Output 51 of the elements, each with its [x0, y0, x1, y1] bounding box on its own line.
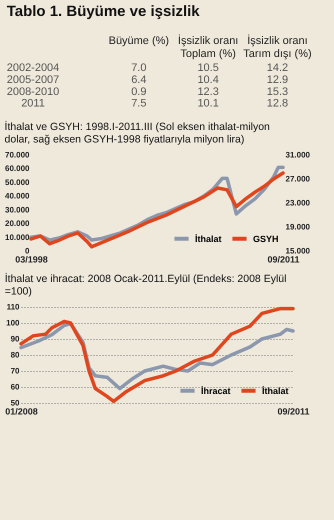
x-tick-label: 01/2008 — [5, 406, 38, 416]
data-label: 7.0 — [131, 62, 146, 74]
legend-label: İthalat — [195, 233, 222, 244]
y-tick-label: 50.000 — [5, 178, 30, 187]
x-tick-label: 09/2011 — [267, 254, 300, 264]
line-series — [19, 306, 295, 403]
data-label: 12.9 — [266, 74, 288, 86]
y-tick-label: 20.000 — [5, 218, 30, 228]
category-label: 2008-2010 — [6, 86, 60, 98]
data-label: 12.3 — [197, 86, 219, 98]
y2-tick-label: 27.000 — [286, 174, 311, 184]
y-tick-label: 0 — [25, 246, 30, 256]
legend-label: İthalat — [262, 385, 289, 396]
text: İşsizlik oranı Tarım dışı (%) — [243, 34, 312, 60]
y2-tick-label: 23.000 — [286, 198, 311, 208]
chart-title: İthalat ve ihracat: 2008 Ocak-2011.Eylül (Endeks: 2008 Eylül =100) — [4, 272, 286, 298]
y-tick-label: 60 — [10, 382, 20, 392]
x-tick-label: 03/1998 — [15, 254, 48, 264]
y-tick-label: 80 — [10, 350, 20, 360]
y-tick-label: 110 — [6, 302, 20, 312]
y2-tick-label: 31.000 — [286, 150, 311, 160]
y-tick-label: 40.000 — [5, 191, 30, 200]
y-tick-label: 70 — [10, 366, 20, 376]
y-tick-label: 10.000 — [5, 232, 30, 242]
category-label: 2005-2007 — [6, 74, 60, 86]
data-label: 7.5 — [131, 98, 146, 110]
y-tick-label: 70.000 — [5, 150, 30, 160]
y2-tick-label: 19.000 — [286, 222, 311, 232]
data-label: 0.9 — [131, 86, 146, 98]
data-label: 12.8 — [266, 98, 288, 110]
category-label: 2011 — [21, 98, 45, 110]
data-label: 6.4 — [131, 74, 146, 86]
x-tick-label: 09/2011 — [277, 406, 310, 416]
y-tick-label: 60.000 — [5, 164, 30, 173]
data-label: 10.4 — [197, 74, 219, 86]
y-tick-label: 100 — [6, 318, 20, 328]
y-tick-label: 90 — [10, 334, 20, 344]
data-label: 10.5 — [197, 62, 219, 74]
data-label: 10.1 — [197, 98, 219, 110]
text: İşsizlik oranı Toplam (%) — [178, 34, 238, 60]
category-label: 2002-2004 — [6, 62, 60, 74]
data-label: 14.2 — [266, 62, 288, 74]
chart-title: İthalat ve GSYH: 1998.I-2011.III (Sol eksen ithalat-milyon dolar, sağ eksen GSYH-1998 fiyatlarıyla milyon lira) — [4, 120, 270, 146]
y-tick-label: 50 — [10, 398, 20, 408]
data-label: 15.3 — [266, 86, 288, 98]
legend-label: GSYH — [253, 233, 279, 244]
legend-label: İhracat — [201, 385, 231, 396]
series-label: Büyüme (%) — [108, 34, 170, 47]
y-tick-label: 30.000 — [5, 204, 30, 214]
text: Tablo 1. Büyüme ve işsizlik — [6, 3, 200, 20]
y2-tick-label: 15.000 — [286, 246, 311, 256]
